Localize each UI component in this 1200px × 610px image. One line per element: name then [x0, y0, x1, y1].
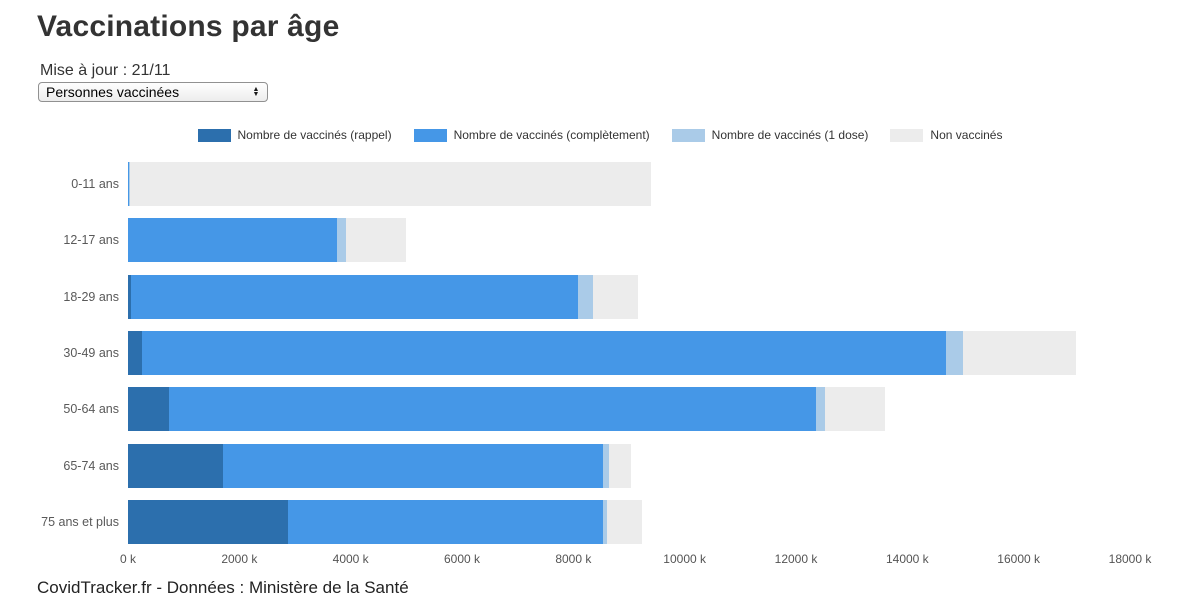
bar-segment[interactable] — [963, 331, 1076, 376]
stacked-bar-chart: 0-11 ans 12-17 ans 18-29 ans 30-49 ans 50-64… — [0, 156, 1200, 550]
stacked-bar — [128, 443, 632, 488]
page-title: Vaccinations par âge — [37, 10, 340, 43]
bar-segment[interactable] — [578, 274, 594, 319]
attribution: CovidTracker.fr - Données : Ministère de… — [37, 578, 409, 597]
bar-segment[interactable] — [336, 218, 346, 263]
category-label: 50-64 ans — [63, 402, 119, 417]
legend-label: Non vaccinés — [930, 128, 1003, 142]
bar-segment[interactable] — [288, 499, 604, 544]
stacked-bar — [128, 274, 639, 319]
legend-label: Nombre de vaccinés (1 dose) — [711, 128, 869, 142]
category-label: 18-29 ans — [63, 289, 119, 304]
bar-segment[interactable] — [141, 331, 946, 376]
stacked-bar — [128, 331, 1076, 376]
x-axis-tick-label: 0 k — [119, 552, 137, 566]
stacked-bar — [128, 387, 886, 432]
bar-segment[interactable] — [128, 499, 289, 544]
x-axis-tick-label: 10000 k — [663, 552, 707, 566]
chart-row: 65-74 ans — [0, 437, 1200, 493]
bar-segment[interactable] — [609, 443, 632, 488]
bar-segment[interactable] — [345, 218, 407, 263]
chart-row: 0-11 ans — [0, 156, 1200, 212]
bar-segment[interactable] — [593, 274, 639, 319]
x-axis: 0 k 2000 k 4000 k 6000 k 8000 k 10000 k 12000 … — [0, 552, 1200, 568]
bar-segment[interactable] — [128, 162, 130, 207]
bar-segment[interactable] — [603, 499, 608, 544]
bar-segment[interactable] — [946, 331, 964, 376]
bar-segment[interactable] — [128, 274, 132, 319]
category-label: 75 ans et plus — [41, 514, 119, 529]
bar-segment[interactable] — [607, 499, 642, 544]
bar-segment[interactable] — [603, 443, 610, 488]
chart-row: 30-49 ans — [0, 325, 1200, 381]
bar-segment[interactable] — [816, 387, 825, 432]
chart-row: 18-29 ans — [0, 269, 1200, 325]
chart-row: 75 ans et plus — [0, 494, 1200, 550]
bar-segment[interactable] — [824, 387, 886, 432]
x-axis-tick-label: 12000 k — [774, 552, 818, 566]
stacked-bar — [128, 218, 407, 263]
bar-segment[interactable] — [131, 274, 579, 319]
bar-segment[interactable] — [129, 162, 651, 207]
metric-select-value: Personnes vaccinées — [46, 84, 180, 100]
legend-item[interactable]: Nombre de vaccinés (complètement) — [413, 128, 650, 142]
bar-segment[interactable] — [128, 218, 337, 263]
legend-label: Nombre de vaccinés (rappel) — [237, 128, 392, 142]
stacked-bar — [128, 162, 651, 207]
chart-legend: Nombre de vaccinés (rappel) Nombre de vac… — [0, 128, 1200, 142]
category-label: 30-49 ans — [63, 346, 119, 361]
category-label: 12-17 ans — [63, 233, 119, 248]
x-axis-tick-label: 8000 k — [555, 552, 592, 566]
legend-item[interactable]: Nombre de vaccinés (1 dose) — [671, 128, 869, 142]
bar-segment[interactable] — [223, 443, 604, 488]
chart-row: 50-64 ans — [0, 381, 1200, 437]
stacked-bar — [128, 499, 642, 544]
metric-select[interactable]: Personnes vaccinées ▲ ▼ — [38, 82, 268, 102]
legend-swatch-icon — [197, 128, 231, 142]
x-axis-tick-label: 16000 k — [997, 552, 1041, 566]
x-axis-tick-label: 18000 k — [1108, 552, 1152, 566]
category-label: 65-74 ans — [63, 458, 119, 473]
x-axis-tick-label: 2000 k — [221, 552, 258, 566]
bar-segment[interactable] — [169, 387, 817, 432]
category-label: 0-11 ans — [71, 177, 119, 192]
x-axis-tick-label: 6000 k — [443, 552, 481, 566]
last-updated-label: Mise à jour : 21/11 — [40, 62, 171, 79]
legend-item[interactable]: Non vaccinés — [890, 128, 1002, 142]
bar-segment[interactable] — [128, 443, 224, 488]
legend-swatch-icon — [413, 128, 447, 142]
bar-segment[interactable] — [128, 387, 170, 432]
legend-label: Nombre de vaccinés (complètement) — [453, 128, 650, 142]
bar-segment[interactable] — [128, 331, 142, 376]
legend-swatch-icon — [890, 128, 924, 142]
legend-item[interactable]: Nombre de vaccinés (rappel) — [197, 128, 392, 142]
x-axis-tick-label: 14000 k — [885, 552, 929, 566]
x-axis-tick-label: 4000 k — [332, 552, 369, 566]
select-stepper-icon: ▲ ▼ — [252, 86, 260, 98]
chart-row: 12-17 ans — [0, 212, 1200, 268]
legend-swatch-icon — [671, 128, 705, 142]
